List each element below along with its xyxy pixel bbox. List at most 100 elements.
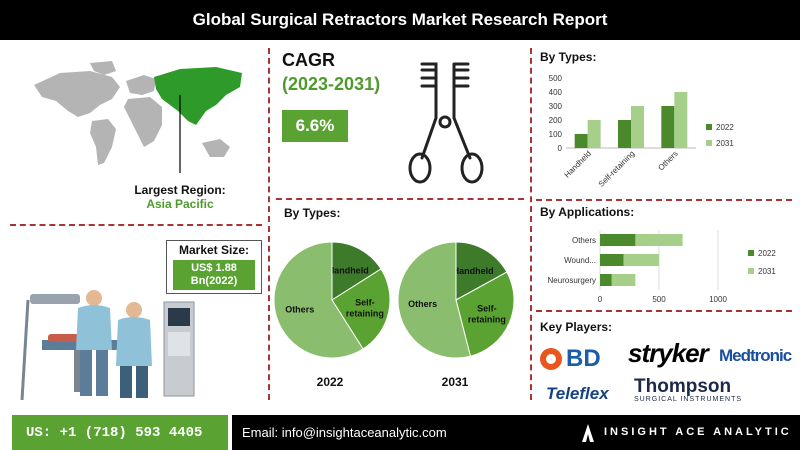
logo-thompson-text: Thompson — [634, 376, 732, 397]
logo-stryker: stryker — [628, 338, 709, 368]
legend-swatch-2022 — [748, 250, 754, 256]
y-tick-label: 200 — [549, 116, 563, 125]
types-bar-heading: By Types: — [540, 50, 597, 64]
x-tick-label: 0 — [598, 295, 603, 304]
pie-slice-label: Handheld — [453, 266, 494, 276]
column-divider-left — [268, 48, 270, 400]
logo-bd: BD — [540, 345, 601, 373]
pie-chart-2022: Handheld Self-retaining Others — [273, 241, 391, 359]
surgical-lamp-icon — [20, 294, 80, 401]
largest-region-value: Asia Pacific — [146, 197, 214, 211]
market-size-value: US$ 1.88 Bn(2022) — [173, 260, 255, 290]
y-tick-label: Wound... — [564, 256, 596, 265]
y-tick-label: 0 — [558, 144, 563, 153]
column-divider-right — [530, 48, 532, 400]
applications-bar-chart: 0 500 1000 Others Wound... Neurosurgery 2022 20… — [548, 230, 776, 304]
pie-slice-others — [273, 241, 364, 359]
bar-others-2022 — [661, 106, 675, 148]
brand-logo-icon — [582, 424, 594, 442]
logo-medtronic: Medtronic — [719, 346, 792, 365]
legend-swatch-2031 — [748, 268, 754, 274]
map-europe — [126, 75, 156, 95]
surgery-illustration — [20, 290, 195, 401]
types-pie-charts: Handheld Self-retaining Others Handheld Sel… — [273, 241, 515, 359]
bd-sun-icon — [540, 348, 562, 370]
pie-slice-handheld — [331, 241, 382, 301]
bar-self-retaining-2031 — [631, 106, 644, 148]
logo-thompson-sub: SURGICAL INSTRUMENTS — [634, 396, 743, 403]
bar-handheld-2022 — [574, 134, 588, 148]
legend-label-2031: 2031 — [758, 267, 776, 276]
market-size-box: Market Size: US$ 1.88 Bn(2022) — [166, 240, 262, 294]
y-tick-label: Others — [572, 236, 596, 245]
pie-slice-self-retaining — [331, 268, 391, 350]
bar-self-retaining-2022 — [618, 120, 631, 148]
surgeon-left-icon — [76, 290, 112, 396]
pie-slice-label: Others — [408, 299, 437, 309]
x-tick-label: Others — [656, 149, 679, 172]
legend-label-2022: 2022 — [758, 249, 776, 258]
map-africa — [124, 97, 162, 147]
pie-slice-label: Self-retaining — [468, 303, 506, 324]
y-tick-label: 500 — [549, 74, 563, 83]
x-tick-label: Handheld — [562, 149, 593, 180]
applications-heading: By Applications: — [540, 205, 635, 219]
cagr-label: CAGR — [282, 50, 335, 70]
largest-region-label: Largest Region: — [134, 183, 226, 197]
key-players-heading: Key Players: — [540, 320, 613, 334]
row-divider-right-top — [536, 199, 792, 201]
world-map — [34, 61, 242, 173]
pie-slice-label: Handheld — [328, 266, 369, 276]
x-tick-label: 500 — [652, 295, 666, 304]
pie-year-2022: 2022 — [316, 375, 344, 389]
legend-swatch-2031 — [706, 140, 712, 146]
map-north-america — [34, 71, 120, 117]
map-asia-pacific-highlight — [154, 67, 242, 125]
cagr-value: 6.6% — [282, 110, 348, 142]
x-tick-label: 1000 — [709, 295, 727, 304]
pie-slice-others — [397, 241, 472, 359]
legend-swatch-2022 — [706, 124, 712, 130]
logo-bd-text: BD — [566, 345, 601, 372]
row-divider-left — [10, 224, 262, 226]
surgeon-right-icon — [116, 302, 152, 398]
report-title: Global Surgical Retractors Market Resear… — [0, 0, 800, 40]
row-divider-right-mid — [536, 310, 792, 312]
row-divider-center — [276, 198, 524, 200]
logo-thompson: Thompson SURGICAL INSTRUMENTS — [634, 377, 742, 403]
y-tick-label: 400 — [549, 88, 563, 97]
logo-teleflex: Teleflex — [546, 384, 609, 403]
y-tick-label: Neurosurgery — [548, 276, 596, 285]
pie-chart-2031: Handheld Self-retaining Others — [397, 241, 515, 359]
pie-year-2031: 2031 — [441, 375, 469, 389]
pie-slice-label: Self-retaining — [346, 297, 384, 318]
y-tick-label: 300 — [549, 102, 563, 111]
bar-neurosurgery-2031 — [611, 274, 636, 286]
bar-wound--2031 — [623, 254, 659, 266]
legend-label-2031: 2031 — [716, 139, 734, 148]
types-bar-chart: 0 100 200 300 400 500 Handheld Self-retaining Ot… — [549, 74, 735, 189]
retractor-icon — [408, 62, 484, 184]
map-australia — [202, 139, 230, 157]
pie-slice-self-retaining — [455, 271, 515, 357]
bar-others-2031 — [635, 234, 683, 246]
bar-handheld-2031 — [587, 120, 601, 148]
bar-others-2022 — [600, 234, 636, 246]
bar-others-2031 — [674, 92, 688, 148]
map-greenland — [90, 61, 116, 75]
bar-neurosurgery-2022 — [600, 274, 612, 286]
bar-wound--2022 — [600, 254, 624, 266]
types-pies-heading: By Types: — [284, 206, 341, 220]
pie-slice-label: Others — [285, 304, 314, 314]
market-size-value-line1: US$ 1.88 — [191, 262, 237, 274]
market-size-label: Market Size: — [178, 243, 250, 257]
market-size-value-line2: Bn(2022) — [190, 275, 238, 287]
footer-email[interactable]: Email: info@insightaceanalytic.com — [242, 425, 447, 440]
footer-brand: INSIGHT ACE ANALYTIC — [604, 426, 792, 438]
footer-phone: US: +1 (718) 593 4405 — [12, 415, 228, 450]
map-south-america — [90, 119, 116, 165]
footer-bar: Email: info@insightaceanalytic.com INSIG… — [232, 415, 800, 450]
x-tick-label: Self-retaining — [597, 149, 637, 189]
cagr-period: (2023-2031) — [282, 74, 381, 94]
y-tick-label: 100 — [549, 130, 563, 139]
